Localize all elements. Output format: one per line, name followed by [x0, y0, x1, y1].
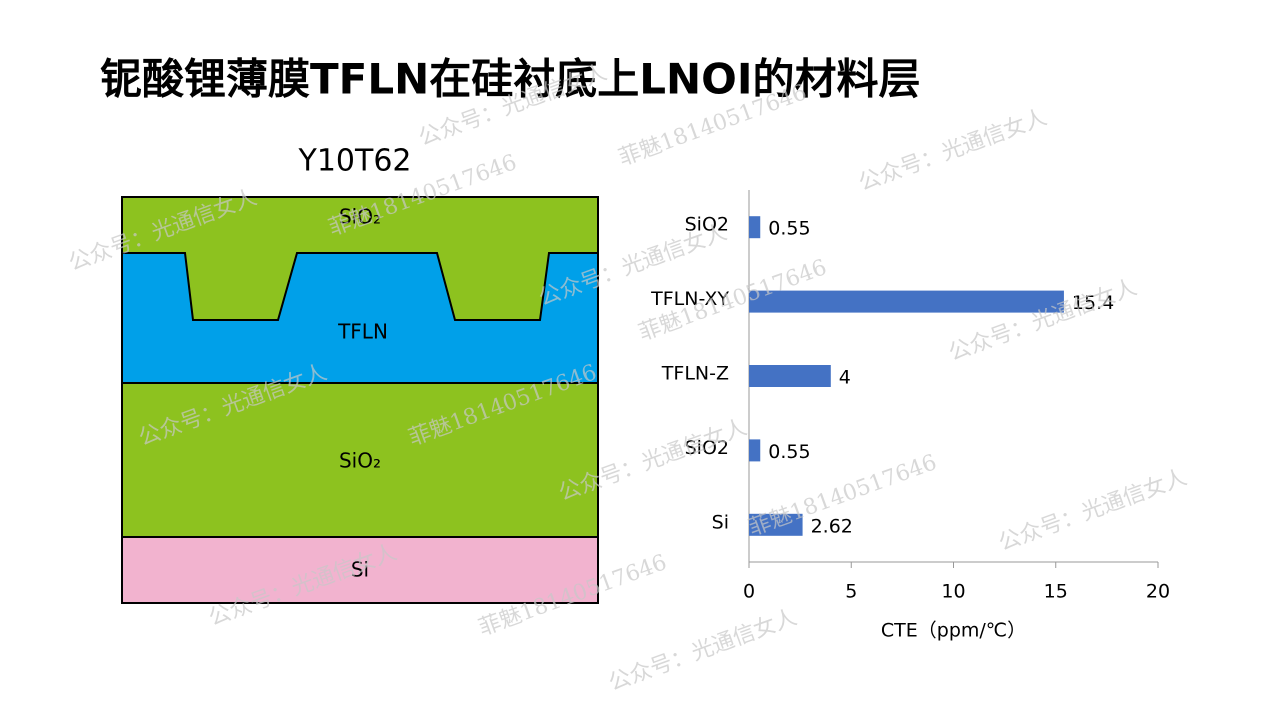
layer-label: TFLN — [337, 320, 388, 344]
value-label: 0.55 — [768, 441, 810, 463]
bar — [749, 216, 761, 239]
value-label: 4 — [839, 367, 851, 389]
watermark: 公众号：光通信女人 — [856, 105, 1051, 196]
bar — [749, 439, 761, 462]
x-tick-label: 20 — [1146, 581, 1170, 603]
y-tick-label: Si — [712, 511, 729, 533]
watermark: 公众号：光通信女人 — [606, 605, 801, 696]
y-tick-label: TFLN-Z — [661, 363, 729, 385]
value-label: 0.55 — [768, 218, 810, 240]
value-label: 2.62 — [811, 515, 853, 537]
watermark: 公众号：光通信女人 — [946, 275, 1141, 366]
x-tick-label: 15 — [1044, 581, 1068, 603]
bar — [749, 365, 831, 387]
y-tick-label: TFLN-XY — [650, 288, 729, 310]
x-tick-label: 0 — [743, 581, 755, 603]
x-axis-title: CTE（ppm/℃） — [881, 620, 1026, 642]
y-tick-label: SiO2 — [685, 437, 729, 459]
layer-label: SiO₂ — [339, 449, 381, 473]
value-label: 15.4 — [1072, 292, 1114, 314]
y-tick-label: SiO2 — [685, 214, 729, 236]
layer-diagram — [121, 196, 599, 604]
layer-label: Si — [351, 558, 369, 582]
x-tick-label: 5 — [845, 581, 857, 603]
bar — [749, 290, 1064, 313]
slide-title: 铌酸锂薄膜TFLN在硅衬底上LNOI的材料层 — [100, 55, 921, 104]
diagram-title: Y10T62 — [298, 144, 412, 179]
bar-chart: 0 5 10 15 20 CTE（ppm/℃） SiO2 0.55 TFLN-XY 15.4 TFL… — [650, 190, 1170, 642]
bar — [749, 513, 803, 536]
x-tick-label: 10 — [941, 581, 965, 603]
watermark: 公众号：光通信女人 — [996, 465, 1191, 556]
layer-label: SiO₂ — [339, 205, 381, 229]
silicon-layer — [121, 536, 599, 604]
